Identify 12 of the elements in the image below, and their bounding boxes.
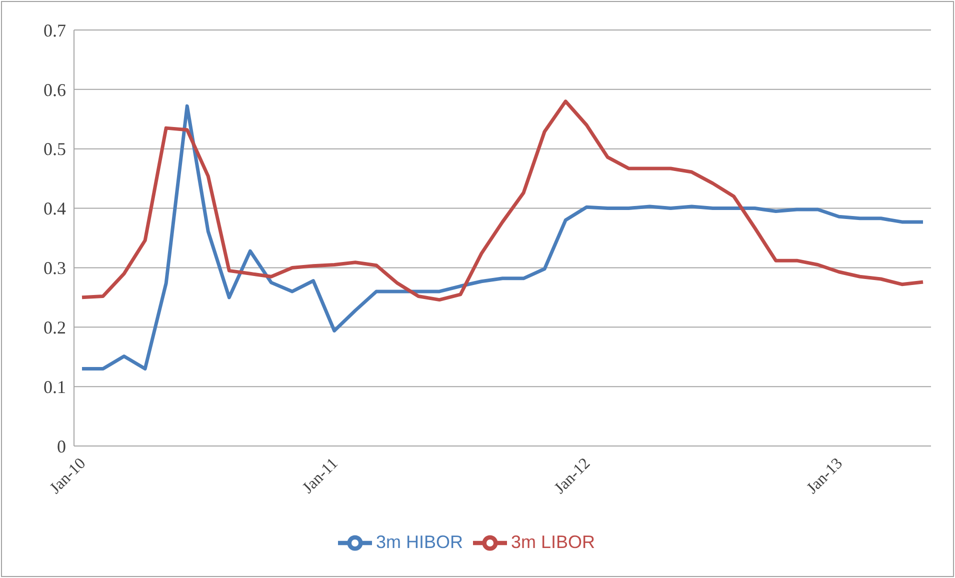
- legend-label: 3m LIBOR: [510, 532, 596, 552]
- y-tick-label: 0.4: [44, 198, 66, 219]
- y-tick-label: 0.5: [44, 139, 66, 160]
- line-series: [80, 104, 925, 370]
- y-tick-label: 0.2: [44, 318, 66, 338]
- y-tick-label: 0: [57, 436, 66, 456]
- y-tick-label: 0.3: [44, 258, 66, 278]
- line-series: [80, 100, 925, 302]
- y-tick-label: 0.7: [44, 20, 66, 40]
- y-tick-label: 0.1: [44, 376, 66, 397]
- legend-label: 3m HIBOR: [376, 532, 463, 552]
- y-tick-label: 0.6: [44, 80, 66, 100]
